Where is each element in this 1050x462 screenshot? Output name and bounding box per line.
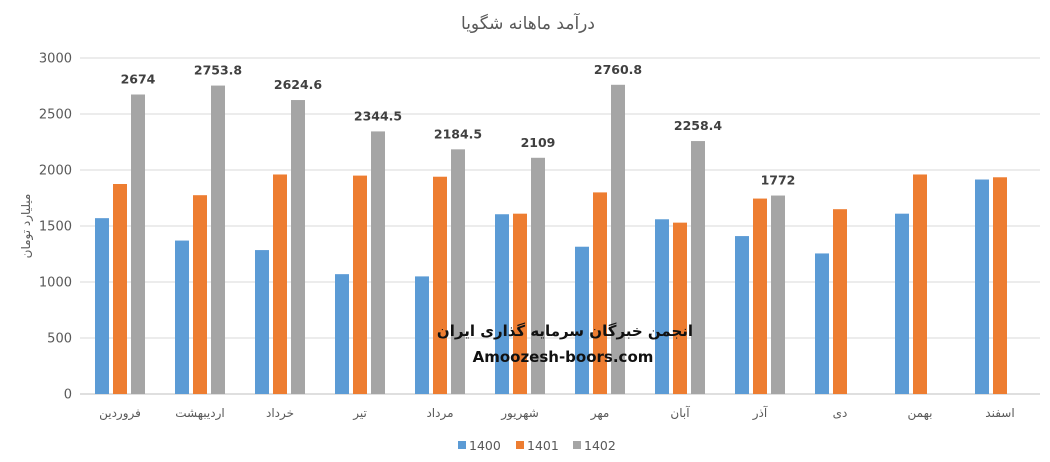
bar-1401 — [993, 177, 1007, 394]
bar-1400 — [495, 214, 509, 394]
x-tick-label: شهریور — [500, 406, 539, 421]
bar-1401 — [513, 213, 527, 394]
bar-1401 — [753, 198, 767, 394]
bar-1402 — [611, 84, 625, 394]
x-tick-label: فروردین — [99, 406, 141, 421]
watermark-line2: Amoozesh-boors.com — [473, 348, 654, 366]
y-tick-label: 1000 — [39, 276, 72, 291]
y-tick-label: 2000 — [39, 164, 72, 179]
bar-1401 — [113, 184, 127, 394]
y-tick-label: 0 — [64, 388, 72, 403]
bar-1402 — [451, 149, 465, 394]
bar-1400 — [335, 274, 349, 394]
bar-1402 — [131, 94, 145, 395]
bar-1401 — [673, 222, 687, 394]
bar-1402 — [291, 100, 305, 394]
bar-1401 — [593, 192, 607, 394]
x-tick-label: مرداد — [426, 406, 453, 421]
bar-1401 — [433, 176, 447, 394]
bar-1400 — [815, 253, 829, 394]
bar-1402 — [691, 141, 705, 394]
y-tick-label: 2500 — [39, 108, 72, 123]
legend-swatch — [458, 441, 466, 449]
x-tick-label: آبان — [670, 405, 690, 420]
legend-label: 1402 — [584, 438, 616, 453]
x-tick-label: خرداد — [266, 406, 294, 421]
x-tick-label: بهمن — [908, 406, 933, 421]
x-tick-label: تیر — [352, 406, 367, 421]
bar-1401 — [353, 175, 367, 394]
x-tick-label: دی — [833, 406, 848, 420]
data-label: 2184.5 — [434, 126, 482, 141]
bar-1400 — [895, 213, 909, 394]
x-tick-label: اسفند — [985, 406, 1014, 420]
legend-swatch — [573, 441, 581, 449]
grid-layer — [80, 57, 1040, 395]
y-tick-label: 3000 — [39, 52, 72, 67]
bar-1401 — [273, 174, 287, 394]
y-tick-label: 1500 — [39, 220, 72, 235]
bar-1401 — [913, 174, 927, 394]
bars-layer — [95, 84, 1007, 395]
data-label: 2674 — [121, 72, 156, 87]
legend-label: 1400 — [469, 438, 501, 453]
bar-1402 — [371, 131, 385, 394]
data-label: 1772 — [761, 173, 796, 188]
labels-layer: 0 500 1000 1500 2000 2500 3000 2674 فروردین 2753.… — [39, 52, 1015, 422]
data-label: 2624.6 — [274, 77, 323, 92]
y-tick-label: 500 — [47, 332, 72, 347]
bar-1401 — [833, 209, 847, 394]
bar-1402 — [531, 157, 545, 394]
legend: 1400 1401 1402 — [458, 438, 616, 453]
bar-1400 — [255, 250, 269, 394]
data-label: 2753.8 — [194, 63, 242, 78]
legend-swatch — [516, 441, 524, 449]
watermark-line1: انجمن خبرگان سرمایه گذاری ایران — [437, 322, 693, 340]
bar-1400 — [655, 219, 669, 394]
data-label: 2109 — [521, 135, 556, 150]
bar-1400 — [735, 236, 749, 394]
bar-1402 — [211, 85, 225, 394]
bar-1400 — [415, 276, 429, 394]
bar-1400 — [95, 218, 109, 394]
x-tick-label: اردیبهشت — [175, 406, 224, 421]
bar-1400 — [575, 246, 589, 394]
chart-title: درآمد ماهانه شگویا — [461, 12, 595, 34]
bar-1400 — [975, 179, 989, 394]
data-label: 2760.8 — [594, 62, 642, 77]
bar-1402 — [771, 195, 785, 394]
data-label: 2258.4 — [674, 118, 723, 133]
y-axis-label: میلیارد تومان — [19, 194, 34, 259]
legend-label: 1401 — [527, 438, 559, 453]
data-label: 2344.5 — [354, 108, 402, 123]
bar-1400 — [175, 240, 189, 394]
x-tick-label: مهر — [590, 406, 610, 421]
x-tick-label: آذر — [752, 405, 768, 421]
bar-1401 — [193, 195, 207, 394]
